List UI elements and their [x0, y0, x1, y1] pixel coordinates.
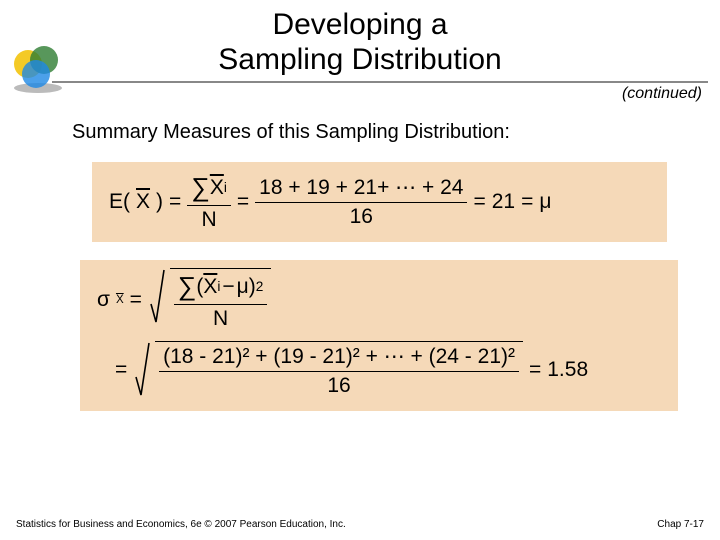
eq1-lhs-E: E(	[109, 190, 130, 214]
eq2-paren-open: (	[196, 275, 203, 299]
radical-icon	[135, 341, 151, 399]
eq2-sub-i: i	[217, 279, 220, 294]
eq2-mu: μ	[237, 275, 249, 299]
eq2-pow2: 2	[256, 279, 264, 294]
eq2-line2-numerator: (18 - 21)² + (19 - 21)² + ⋯ + (24 - 21)²	[159, 344, 519, 372]
slide-footer: Statistics for Business and Economics, 6…	[0, 519, 720, 530]
eq2-sqrt-1: ∑ (Xi − μ)2 N	[148, 268, 271, 331]
equation-mean: E(X) = ∑ Xi N = 18 + 19 + 21+ ⋯ + 24 16 …	[92, 162, 667, 242]
footer-left: Statistics for Business and Economics, 6…	[16, 519, 346, 530]
eq2-line2-denominator: 16	[159, 372, 519, 398]
radical-icon	[150, 268, 166, 326]
eq2-paren-close: )	[249, 275, 256, 299]
eq1-den-N: N	[187, 206, 231, 232]
eq2-frac-numeric: (18 - 21)² + (19 - 21)² + ⋯ + (24 - 21)²…	[159, 344, 519, 398]
eq1-denominator: 16	[255, 203, 467, 229]
slide-header: Developing a Sampling Distribution (cont…	[0, 0, 720, 103]
logo-circles-icon	[10, 44, 80, 94]
eq1-frac-numeric: 18 + 19 + 21+ ⋯ + 24 16	[255, 175, 467, 229]
logo-circle-blue	[22, 60, 50, 88]
title-line-1: Developing a	[272, 8, 447, 41]
eq2-minus: −	[222, 275, 234, 299]
eq1-mu: μ	[539, 190, 551, 214]
eq1-equals-2: =	[237, 190, 249, 214]
eq2-xbar-i: X	[203, 275, 217, 299]
title-underline	[52, 81, 708, 83]
eq2-result: 1.58	[547, 358, 588, 382]
eq2-sigma: σ	[97, 288, 110, 312]
eq1-lhs-xbar: X	[136, 190, 150, 214]
eq2-den-N: N	[174, 305, 268, 331]
eq1-xbar-i: X	[210, 176, 224, 200]
eq2-equals-3: =	[529, 358, 541, 382]
eq2-sqrt-2: (18 - 21)² + (19 - 21)² + ⋯ + (24 - 21)²…	[133, 341, 523, 399]
eq1-equals-1: =	[169, 190, 181, 214]
eq1-frac-sum: ∑ Xi N	[187, 172, 231, 232]
eq1-sum-symbol: ∑	[191, 172, 210, 203]
section-subtitle: Summary Measures of this Sampling Distri…	[72, 121, 720, 144]
title-line-2: Sampling Distribution	[218, 43, 501, 76]
eq2-sigma-sub-xbar: X	[116, 294, 124, 306]
eq1-result: 21	[492, 190, 515, 214]
eq2-equals-2: =	[115, 358, 127, 382]
eq1-sub-i: i	[224, 180, 227, 195]
eq2-sum-symbol: ∑	[178, 271, 197, 302]
eq1-equals-3: =	[473, 190, 485, 214]
continued-label: (continued)	[0, 85, 720, 103]
eq1-lhs-close: )	[156, 190, 163, 214]
eq2-frac-sum: ∑ (Xi − μ)2 N	[174, 271, 268, 331]
eq1-equals-4: =	[521, 190, 533, 214]
footer-right: Chap 7-17	[657, 519, 704, 530]
equation-stddev: σX = ∑ (Xi − μ)2 N =	[80, 260, 678, 411]
eq1-numerator: 18 + 19 + 21+ ⋯ + 24	[255, 175, 467, 203]
page-title: Developing a Sampling Distribution	[0, 8, 720, 77]
eq2-equals-1: =	[130, 288, 142, 312]
